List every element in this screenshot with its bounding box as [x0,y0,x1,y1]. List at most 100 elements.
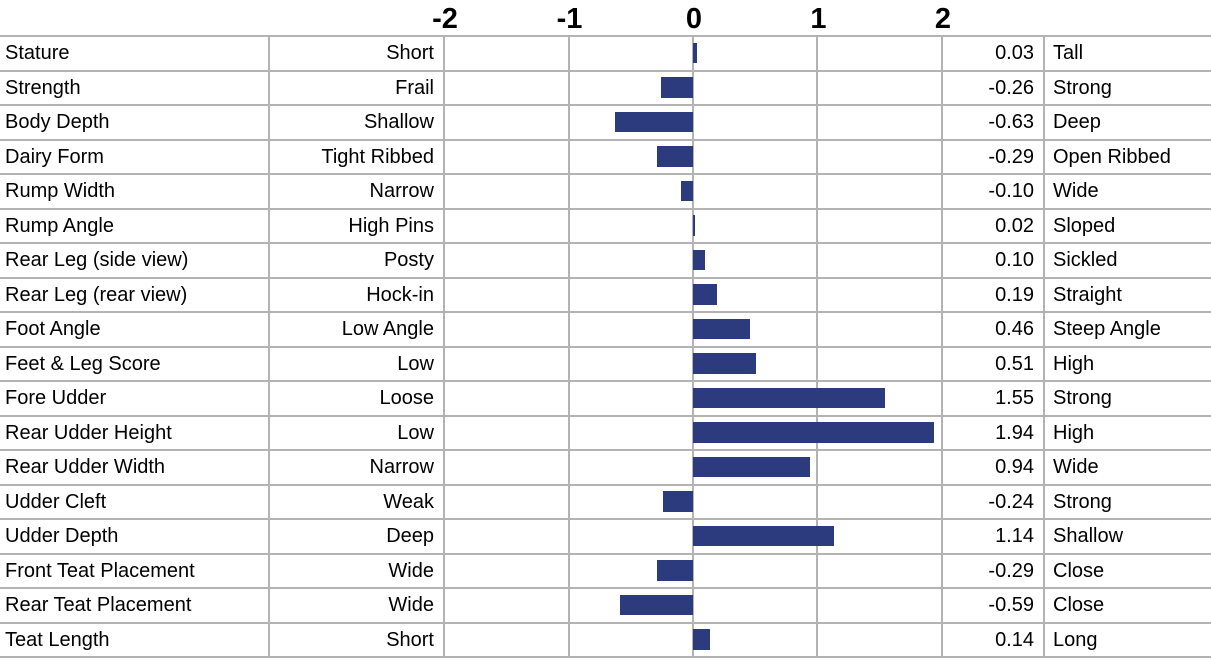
trait-row: Rear Teat Placement Wide -0.59 Close [0,589,1211,624]
axis-gridline [816,451,818,484]
high-end-label-cell: Close [1053,594,1105,617]
axis-tick-label: 1 [810,3,827,35]
high-end-label-cell: Strong [1053,387,1112,410]
sta-bar [657,560,693,581]
header-spacer-value [943,0,1045,35]
header-spacer-high [1045,0,1211,35]
sta-value-cell: -0.29 [943,140,1045,173]
bar-chart-cell [445,140,943,173]
low-end-label-cell: Posty [270,244,445,277]
bar-chart-cell [445,451,943,484]
sta-bar [693,42,697,64]
high-end-label-cell: Long [1053,628,1098,651]
axis-gridline [816,106,818,139]
trait-name-cell: Teat Length [0,623,270,656]
axis-gridline [568,106,570,139]
bar-chart-cell [445,520,943,553]
axis-gridline [692,106,694,139]
trait-name-cell: Dairy Form [0,140,270,173]
high-end-label-cell: Tall [1053,42,1084,65]
axis-gridline [816,37,818,70]
sta-bar [693,284,717,305]
header-spacer-low [270,0,445,35]
trait-name-cell: Udder Depth [0,520,270,553]
axis-gridline [816,71,818,104]
low-end-label-cell: Narrow [270,451,445,484]
trait-name-cell: Rump Width [0,175,270,208]
sta-bar [693,525,835,547]
axis-gridline [816,313,818,346]
bar-chart-cell [445,485,943,518]
trait-row: Strength Frail -0.26 Strong [0,71,1211,106]
trait-name-cell: Feet & Leg Score [0,347,270,380]
high-end-label-cell: Wide [1053,456,1099,479]
high-end-label-cell: Sloped [1053,214,1116,237]
low-end-label-cell: Frail [270,71,445,104]
axis-gridline [816,175,818,208]
high-end-label-cell: Strong [1053,490,1112,513]
high-end-label-cell: Straight [1053,283,1122,306]
trait-row: Feet & Leg Score Low 0.51 High [0,347,1211,382]
trait-row: Rear Leg (rear view) Hock-in 0.19 Straight [0,278,1211,313]
low-end-label-cell: Tight Ribbed [270,140,445,173]
sta-value-cell: 1.55 [943,382,1045,415]
bar-chart-cell [445,278,943,311]
axis-gridline [816,485,818,518]
trait-row: Body Depth Shallow -0.63 Deep [0,106,1211,141]
trait-row: Rear Udder Height Low 1.94 High [0,416,1211,451]
low-end-label-cell: Wide [270,554,445,587]
trait-name-cell: Rear Teat Placement [0,589,270,622]
sta-value-cell: -0.24 [943,485,1045,518]
axis-gridline [568,520,570,553]
trait-name-cell: Foot Angle [0,313,270,346]
bar-chart-cell [445,589,943,622]
axis-gridline [816,140,818,173]
low-end-label-cell: Low [270,347,445,380]
sta-bar [657,146,693,167]
sta-value-cell: 0.46 [943,313,1045,346]
sta-value-cell: 1.94 [943,416,1045,449]
axis-gridline [568,175,570,208]
axis-tick-label: -1 [556,3,583,35]
trait-row: Dairy Form Tight Ribbed -0.29 Open Ribbed [0,140,1211,175]
low-end-label-cell: Wide [270,589,445,622]
axis-gridline [568,37,570,70]
sta-bar [693,456,810,478]
trait-row: Udder Cleft Weak -0.24 Strong [0,485,1211,520]
sta-bar [614,111,693,133]
trait-name-cell: Rear Leg (side view) [0,244,270,277]
axis-gridline [568,485,570,518]
axis-gridline [568,278,570,311]
trait-row: Rear Leg (side view) Posty 0.10 Sickled [0,244,1211,279]
low-end-label-cell: Loose [270,382,445,415]
axis-tick-labels: -2 -1 0 1 2 [432,0,951,35]
sta-value-cell: 0.10 [943,244,1045,277]
high-end-label-cell: Strong [1053,76,1112,99]
axis-gridline [568,589,570,622]
axis-gridline [568,416,570,449]
low-end-label-cell: High Pins [270,209,445,242]
trait-name-cell: Rear Udder Height [0,416,270,449]
trait-row: Fore Udder Loose 1.55 Strong [0,382,1211,417]
axis-gridline [568,313,570,346]
trait-row: Foot Angle Low Angle 0.46 Steep Angle [0,313,1211,348]
sta-value-cell: -0.63 [943,106,1045,139]
axis-gridline [816,244,818,277]
sta-bar [619,594,693,616]
bar-chart-cell [445,623,943,656]
sta-bar [693,215,696,236]
sta-value-cell: 1.14 [943,520,1045,553]
sta-value-cell: 0.14 [943,623,1045,656]
axis-gridline [568,209,570,242]
header-spacer-trait [0,0,270,35]
axis-gridline [568,451,570,484]
axis-gridline [568,382,570,415]
bar-chart-cell [445,209,943,242]
high-end-label-cell: Sickled [1053,249,1118,272]
axis-gridline [568,623,570,656]
low-end-label-cell: Narrow [270,175,445,208]
axis-gridline [816,589,818,622]
low-end-label-cell: Deep [270,520,445,553]
high-end-label-cell: Close [1053,559,1105,582]
low-end-label-cell: Shallow [270,106,445,139]
